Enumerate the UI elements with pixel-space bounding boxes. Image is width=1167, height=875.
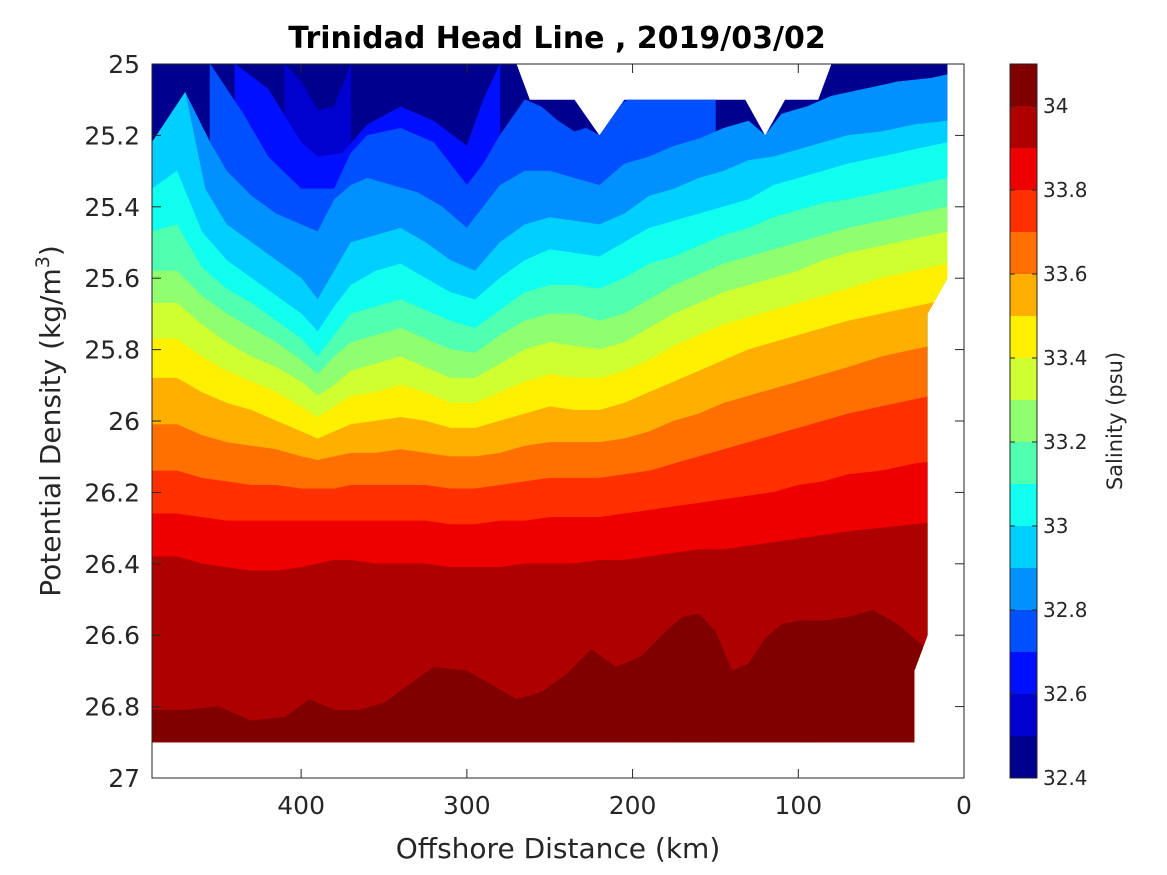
colorbar-segment — [1010, 694, 1037, 736]
y-axis-label-close: ) — [34, 245, 67, 256]
colorbar-segment — [1010, 274, 1037, 316]
colorbar-tick-label: 32.4 — [1043, 766, 1088, 790]
colorbar-tick-label: 33.4 — [1043, 346, 1088, 370]
chart-title: Trinidad Head Line , 2019/03/02 — [288, 21, 825, 56]
y-tick-label: 27 — [108, 764, 140, 793]
colorbar-tick-label: 34 — [1043, 94, 1068, 118]
colorbar-tick-label: 33.8 — [1043, 178, 1088, 202]
x-tick-label: 0 — [956, 791, 972, 820]
y-tick-label: 25.6 — [84, 264, 140, 293]
colorbar-segment — [1010, 64, 1037, 106]
y-tick-label: 26.6 — [84, 621, 140, 650]
y-tick-label: 26.8 — [84, 693, 140, 722]
x-axis: 400 300 200 100 0 — [277, 64, 972, 820]
colorbar-tick-label: 32.8 — [1043, 598, 1088, 622]
y-axis-label: Potential Density (kg/m3) — [32, 245, 67, 597]
colorbar-segment — [1010, 400, 1037, 442]
y-tick-label: 26.4 — [84, 550, 140, 579]
y-axis-label-main: Potential Density (kg/m — [34, 268, 67, 597]
colorbar-segment — [1010, 610, 1037, 652]
y-tick-label: 25.8 — [84, 336, 140, 365]
colorbar-segment — [1010, 190, 1037, 232]
colorbar-segment — [1010, 106, 1037, 148]
x-tick-label: 400 — [277, 791, 325, 820]
y-axis: 25 25.2 25.4 25.6 25.8 26 26.2 26.4 26.6 26.8 27 — [84, 50, 964, 793]
y-tick-label: 26 — [108, 407, 140, 436]
y-tick-label: 25.2 — [84, 121, 140, 150]
y-tick-label: 26.2 — [84, 478, 140, 507]
colorbar-tick-label: 32.6 — [1043, 682, 1088, 706]
colorbar-segment — [1010, 442, 1037, 484]
colorbar-frame — [1009, 63, 1038, 779]
salinity-band-34.1 — [632, 731, 824, 743]
colorbar-label: Salinity (psu) — [1103, 352, 1127, 490]
colorbar-segment — [1010, 358, 1037, 400]
x-axis-label: Offshore Distance (km) — [396, 832, 721, 865]
colorbar-segment — [1010, 526, 1037, 568]
contour-fill-layer — [152, 64, 948, 743]
colorbar-tick-label: 33.2 — [1043, 430, 1088, 454]
x-tick-label: 100 — [774, 791, 822, 820]
salinity-band-34 — [152, 609, 923, 743]
x-tick-label: 300 — [443, 791, 491, 820]
colorbar-segment — [1010, 652, 1037, 694]
colorbar-tick-label: 33 — [1043, 514, 1068, 538]
x-tick-label: 200 — [609, 791, 657, 820]
y-tick-label: 25.4 — [84, 193, 140, 222]
y-tick-label: 25 — [108, 50, 140, 79]
y-axis-label-superscript: 3 — [32, 256, 54, 268]
colorbar-tick-label: 33.6 — [1043, 262, 1088, 286]
colorbar-segment — [1010, 148, 1037, 190]
colorbar-segment — [1010, 316, 1037, 358]
colorbar-segment — [1010, 736, 1037, 778]
colorbar-segment — [1010, 568, 1037, 610]
colorbar-segment — [1010, 232, 1037, 274]
colorbar-segment — [1010, 484, 1037, 526]
salinity-band-33.9 — [152, 520, 948, 743]
colorbar: 32.4 32.6 32.8 33 33.2 33.4 33.6 33.8 34 — [1009, 63, 1088, 790]
